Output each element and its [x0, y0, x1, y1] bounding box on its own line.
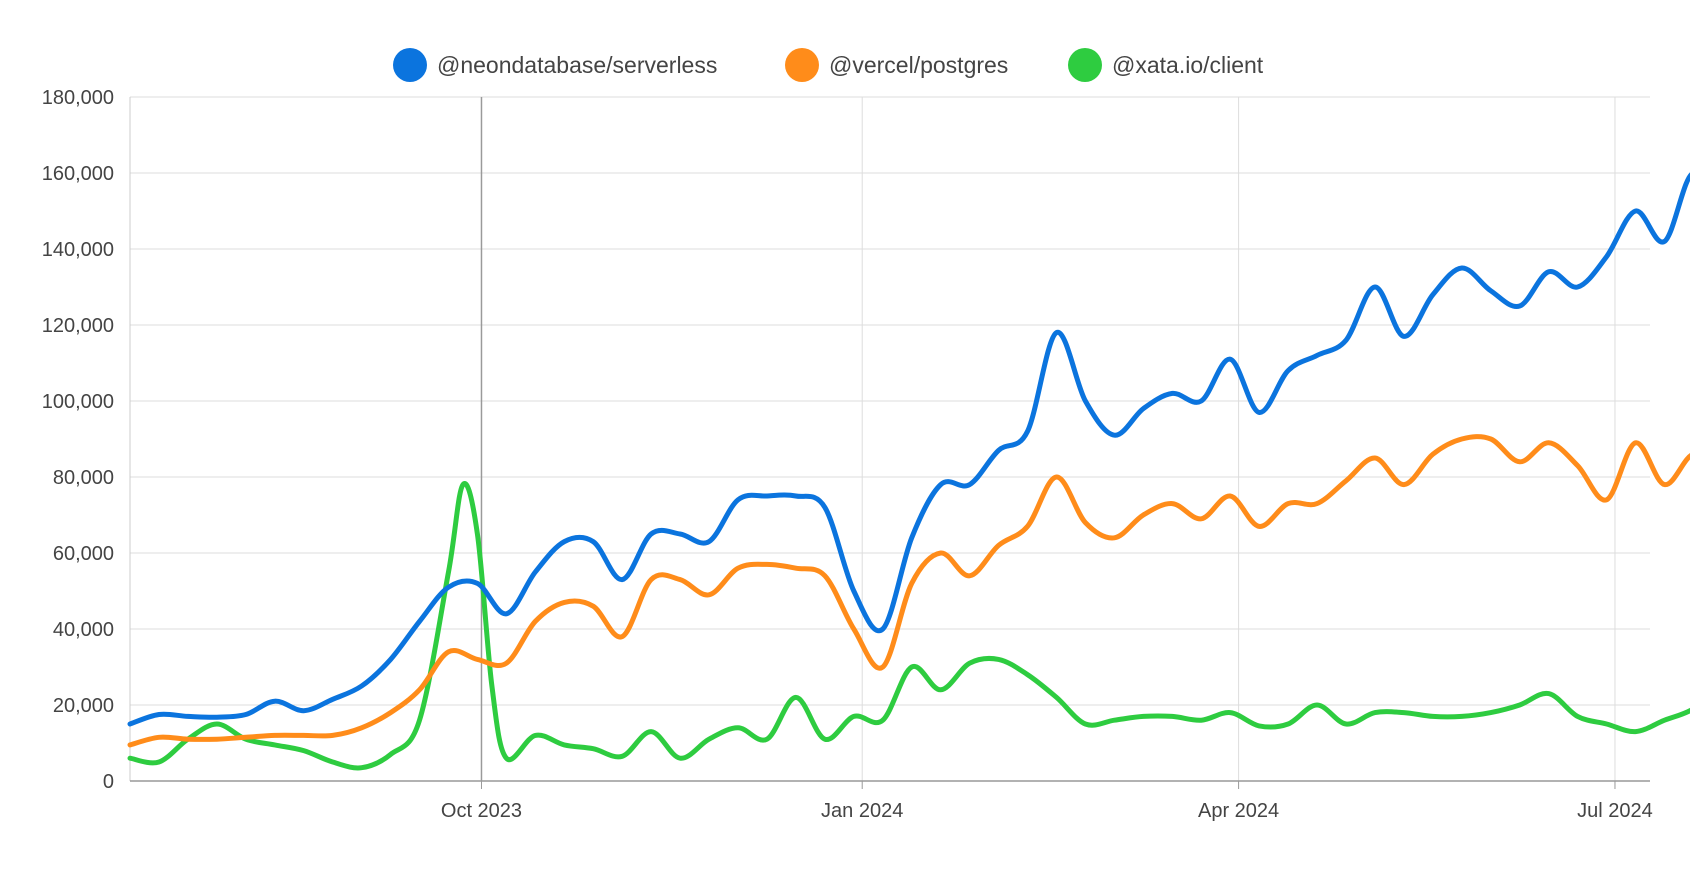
series-line-neondatabase-serverless — [127, 172, 1690, 727]
y-tick-label: 60,000 — [53, 543, 114, 565]
y-tick-label: 80,000 — [53, 467, 114, 489]
legend-label: @neondatabase/serverless — [437, 52, 717, 78]
legend-item-vercel-postgres[interactable]: @vercel/postgres — [785, 48, 1008, 82]
legend-label: @vercel/postgres — [829, 52, 1008, 78]
x-tick-label: Jan 2024 — [821, 800, 903, 822]
y-tick-label: 0 — [103, 771, 114, 793]
x-tick-label: Jul 2024 — [1577, 800, 1653, 822]
y-tick-label: 40,000 — [53, 619, 114, 641]
legend-marker — [393, 48, 427, 82]
series-line-vercel-postgres — [127, 434, 1690, 748]
legend-marker — [785, 48, 819, 82]
y-tick-label: 180,000 — [42, 87, 114, 109]
legend-item-xata-io-client[interactable]: @xata.io/client — [1068, 48, 1264, 82]
x-tick-label: Apr 2024 — [1198, 800, 1279, 822]
legend-label: @xata.io/client — [1112, 52, 1264, 78]
y-tick-label: 20,000 — [53, 695, 114, 717]
y-tick-label: 140,000 — [42, 239, 114, 261]
y-tick-label: 120,000 — [42, 315, 114, 337]
series-layer — [127, 172, 1690, 771]
axes: 0 20,000 40,000 60,000 80,000 100,000 120,000 1… — [42, 87, 1653, 822]
y-tick-label: 160,000 — [42, 163, 114, 185]
x-tick-label: Oct 2023 — [441, 800, 522, 822]
series-line-xata-io-client — [127, 481, 1690, 771]
legend: @neondatabase/serverless @vercel/postgres… — [393, 48, 1264, 82]
y-tick-label: 100,000 — [42, 391, 114, 413]
legend-item-neondatabase-serverless[interactable]: @neondatabase/serverless — [393, 48, 717, 82]
legend-marker — [1068, 48, 1102, 82]
grid-lines — [130, 96, 1650, 781]
